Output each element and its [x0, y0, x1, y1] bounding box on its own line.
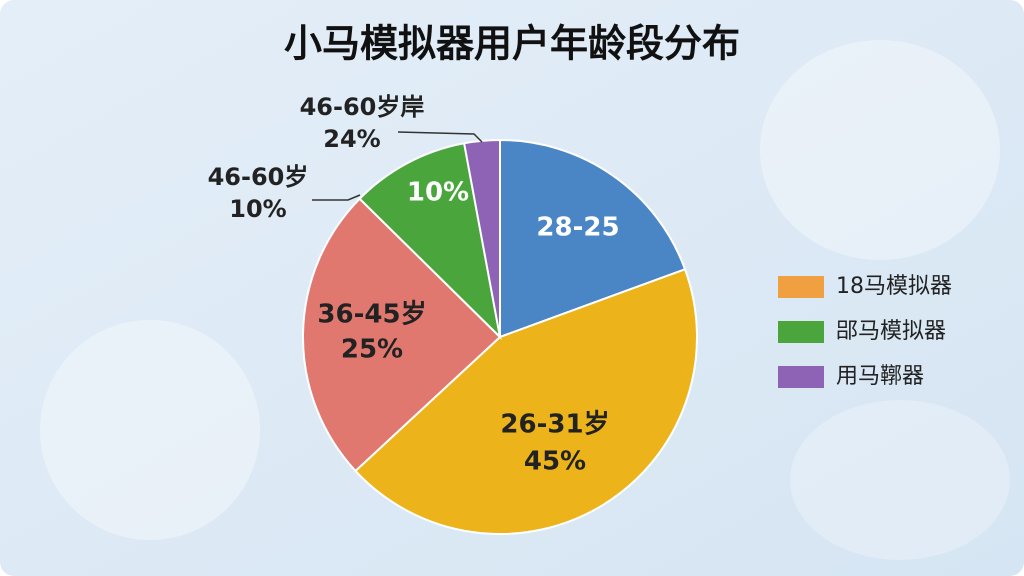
legend-swatch — [778, 366, 824, 388]
slice-label: 28-25 — [536, 213, 619, 243]
pie — [302, 138, 698, 535]
slice-label: 46-60岁岸 — [300, 93, 425, 121]
pie-slice — [462, 138, 501, 338]
slice-label: 36-45岁 — [317, 299, 426, 330]
legend-swatch — [778, 276, 824, 298]
legend-label: 郘马模拟器 — [836, 319, 946, 344]
value-label: 25% — [341, 335, 403, 365]
slice-label: 46-60岁 — [208, 163, 309, 191]
pie-slice — [302, 197, 502, 473]
chart-title: 小马模拟器用户年龄段分布 — [284, 22, 740, 66]
legend-label: 用马鞹器 — [836, 364, 924, 389]
pie-slice — [358, 142, 502, 340]
slice-label: 26-31岁 — [500, 409, 609, 440]
leader-line — [397, 131, 483, 143]
legend-swatch — [778, 321, 824, 343]
legend-label: 18马模拟器 — [836, 274, 952, 299]
decoration — [790, 400, 1010, 560]
value-label: 45% — [524, 447, 586, 477]
value-label: 10% — [229, 195, 286, 223]
decoration — [40, 320, 260, 540]
pie-slice — [354, 268, 698, 535]
value-label: 10% — [407, 178, 469, 208]
leader-line — [312, 194, 361, 201]
pie-slice — [499, 138, 687, 339]
decoration — [760, 40, 1000, 260]
annotation: 24% — [323, 125, 380, 153]
